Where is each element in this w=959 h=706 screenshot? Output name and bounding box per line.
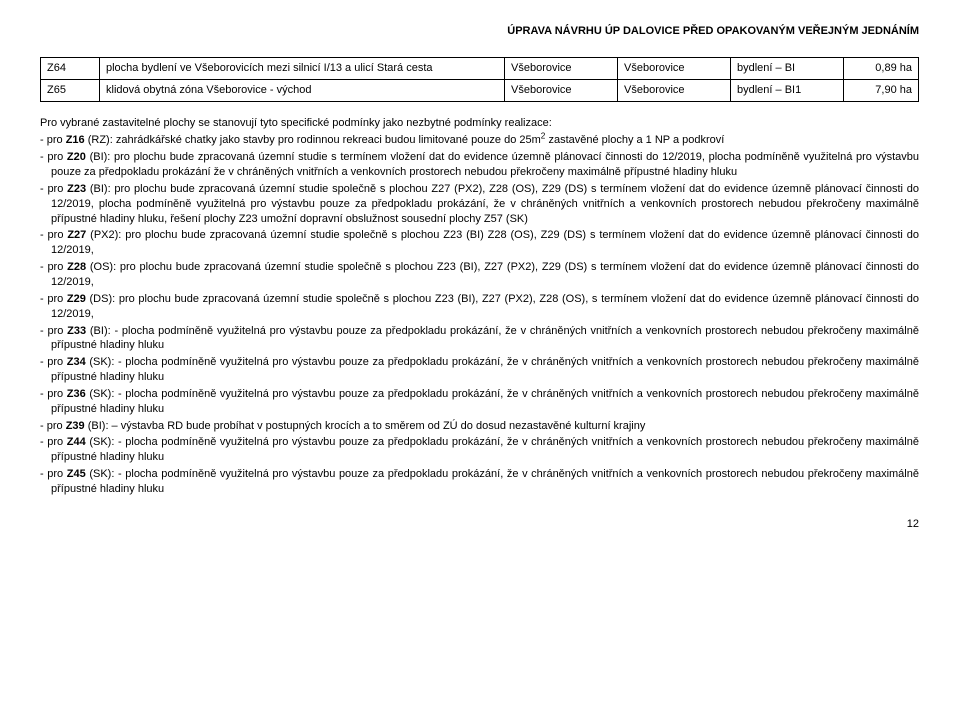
- cell-c4: Všeborovice: [618, 57, 731, 79]
- condition-item: pro Z44 (SK): - plocha podmíněně využite…: [40, 435, 919, 465]
- conditions-block: Pro vybrané zastavitelné plochy se stano…: [40, 116, 919, 497]
- condition-item: pro Z28 (OS): pro plochu bude zpracovaná…: [40, 260, 919, 290]
- cell-c6: 0,89 ha: [844, 57, 919, 79]
- table-row: Z65 klidová obytná zóna Všeborovice - vý…: [41, 79, 919, 101]
- conditions-lead: Pro vybrané zastavitelné plochy se stano…: [40, 116, 919, 131]
- page-number: 12: [40, 517, 919, 532]
- condition-item: pro Z16 (RZ): zahrádkářské chatky jako s…: [40, 133, 919, 148]
- cell-c5: bydlení – BI1: [731, 79, 844, 101]
- cell-c4: Všeborovice: [618, 79, 731, 101]
- cell-code: Z65: [41, 79, 100, 101]
- cell-desc: plocha bydlení ve Všeborovicích mezi sil…: [100, 57, 505, 79]
- condition-item: pro Z27 (PX2): pro plochu bude zpracovan…: [40, 228, 919, 258]
- document-header: ÚPRAVA NÁVRHU ÚP DALOVICE PŘED OPAKOVANÝ…: [40, 24, 919, 39]
- condition-item: pro Z45 (SK): - plocha podmíněně využite…: [40, 467, 919, 497]
- zones-table: Z64 plocha bydlení ve Všeborovicích mezi…: [40, 57, 919, 102]
- cell-desc: klidová obytná zóna Všeborovice - východ: [100, 79, 505, 101]
- cell-c5: bydlení – BI: [731, 57, 844, 79]
- cell-c3: Všeborovice: [505, 57, 618, 79]
- condition-item: pro Z20 (BI): pro plochu bude zpracovaná…: [40, 150, 919, 180]
- condition-item: pro Z23 (BI): pro plochu bude zpracovaná…: [40, 182, 919, 227]
- condition-item: pro Z29 (DS): pro plochu bude zpracovaná…: [40, 292, 919, 322]
- condition-item: pro Z33 (BI): - plocha podmíněně využite…: [40, 324, 919, 354]
- condition-item: pro Z34 (SK): - plocha podmíněně využite…: [40, 355, 919, 385]
- condition-item: pro Z39 (BI): – výstavba RD bude probíha…: [40, 419, 919, 434]
- cell-code: Z64: [41, 57, 100, 79]
- condition-item: pro Z36 (SK): - plocha podmíněně využite…: [40, 387, 919, 417]
- table-row: Z64 plocha bydlení ve Všeborovicích mezi…: [41, 57, 919, 79]
- cell-c3: Všeborovice: [505, 79, 618, 101]
- cell-c6: 7,90 ha: [844, 79, 919, 101]
